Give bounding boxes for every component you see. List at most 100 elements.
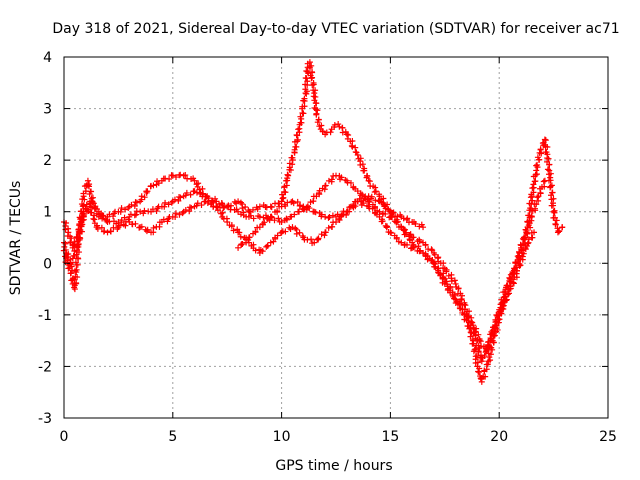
data-marker [314, 119, 321, 126]
data-marker [141, 194, 148, 201]
data-marker [155, 180, 162, 187]
data-marker [275, 215, 282, 222]
data-marker [294, 132, 301, 139]
data-marker [531, 178, 538, 185]
data-marker [103, 217, 110, 224]
data-marker [73, 280, 80, 287]
data-marker [338, 212, 345, 219]
data-marker [388, 213, 395, 220]
data-marker [199, 185, 206, 192]
data-marker [529, 185, 536, 192]
data-point [398, 239, 405, 246]
data-marker [322, 182, 329, 189]
data-marker [116, 222, 123, 229]
data-marker [246, 234, 253, 241]
data-marker [481, 352, 488, 359]
data-marker [106, 211, 113, 218]
data-marker [150, 224, 157, 231]
data-marker [393, 219, 400, 226]
data-point [285, 172, 292, 179]
data-marker [166, 175, 173, 182]
data-marker [328, 176, 335, 183]
data-marker [386, 208, 393, 215]
data-marker [412, 220, 419, 227]
data-marker [68, 235, 75, 242]
data-point [531, 229, 538, 236]
data-marker [138, 193, 145, 200]
data-point [256, 203, 263, 210]
data-marker [230, 227, 237, 234]
data-point [191, 177, 198, 184]
data-marker [262, 212, 269, 219]
data-marker [214, 204, 221, 211]
data-marker [186, 208, 193, 215]
data-marker [295, 126, 302, 133]
data-point [559, 224, 566, 231]
data-marker [318, 231, 325, 238]
x-tick-label: 0 [60, 429, 69, 445]
data-marker [407, 231, 414, 238]
data-marker [284, 171, 291, 178]
x-tick-label: 5 [168, 429, 177, 445]
data-marker [371, 189, 378, 196]
data-marker [101, 228, 108, 235]
data-marker [77, 235, 84, 242]
data-marker [349, 143, 356, 150]
data-marker [268, 213, 275, 220]
data-marker [473, 337, 480, 344]
data-marker [416, 247, 423, 254]
data-marker [500, 298, 507, 305]
data-marker [219, 200, 226, 207]
data-point [504, 291, 511, 298]
data-marker [110, 213, 117, 220]
data-point [256, 213, 263, 220]
data-marker [289, 161, 296, 168]
data-marker [138, 223, 145, 230]
data-point [420, 224, 427, 231]
data-marker [442, 278, 449, 285]
data-marker [249, 206, 256, 213]
data-marker [172, 210, 179, 217]
data-marker [86, 183, 93, 190]
data-marker [228, 223, 235, 230]
data-marker [482, 373, 489, 380]
data-marker [117, 208, 124, 215]
data-marker [537, 146, 544, 153]
data-marker [359, 161, 366, 168]
data-marker [475, 369, 482, 376]
data-marker [149, 206, 156, 213]
data-marker [437, 271, 444, 278]
data-point [235, 244, 242, 251]
data-marker [297, 202, 304, 209]
data-marker [107, 228, 114, 235]
data-point [278, 219, 285, 226]
data-marker [261, 219, 268, 226]
data-marker [141, 207, 148, 214]
data-marker [519, 253, 526, 260]
data-marker [475, 348, 482, 355]
data-marker [534, 154, 541, 161]
data-marker [486, 343, 493, 350]
data-point [376, 208, 383, 215]
data-marker [475, 368, 482, 375]
data-marker [473, 352, 480, 359]
data-marker [533, 171, 540, 178]
data-marker [72, 259, 79, 266]
data-marker [282, 228, 289, 235]
data-point [335, 121, 342, 128]
data-point [169, 172, 176, 179]
data-marker [208, 199, 215, 206]
data-marker [143, 228, 150, 235]
data-marker [453, 298, 460, 305]
data-marker [252, 247, 259, 254]
data-point [296, 208, 303, 215]
data-marker [68, 270, 75, 277]
data-marker [247, 212, 254, 219]
data-marker [237, 199, 244, 206]
data-marker [325, 177, 332, 184]
data-marker [264, 242, 271, 249]
data-marker [90, 200, 97, 207]
data-marker [84, 182, 91, 189]
data-marker [431, 261, 438, 268]
data-marker [83, 201, 90, 208]
